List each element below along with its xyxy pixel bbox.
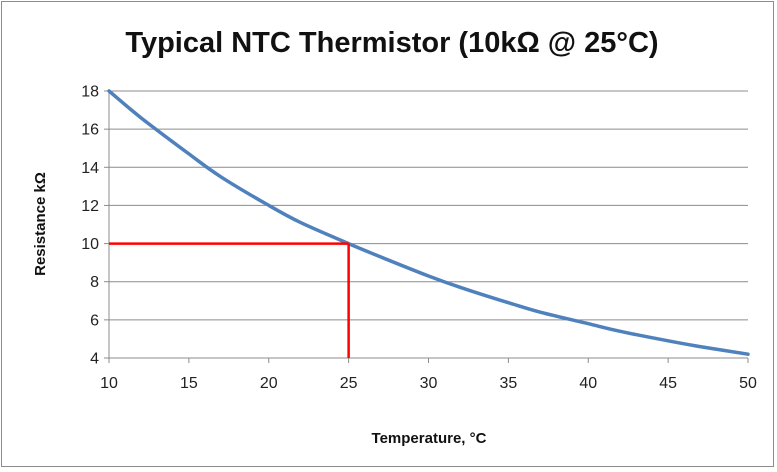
x-tick-label-15: 15 xyxy=(180,375,198,392)
x-tick-label-35: 35 xyxy=(499,375,517,392)
x-tick-label-10: 10 xyxy=(100,375,118,392)
x-tick-label-50: 50 xyxy=(739,375,757,392)
x-tick-label-20: 20 xyxy=(260,375,278,392)
y-tick-label-4: 4 xyxy=(90,351,99,368)
x-tick-labels: 10 15 20 25 30 35 40 45 50 xyxy=(100,375,757,392)
axes xyxy=(104,90,749,363)
x-tick-label-40: 40 xyxy=(579,375,597,392)
x-tick-label-30: 30 xyxy=(420,375,438,392)
series-line-0 xyxy=(107,89,750,356)
series-group xyxy=(107,89,750,356)
y-tick-label-14: 14 xyxy=(81,160,99,177)
x-tick-label-45: 45 xyxy=(659,375,677,392)
y-tick-label-16: 16 xyxy=(81,122,99,139)
y-tick-label-12: 12 xyxy=(81,198,99,215)
gridlines xyxy=(109,90,748,321)
y-tick-label-6: 6 xyxy=(90,312,99,329)
y-tick-label-8: 8 xyxy=(90,274,99,291)
reference-lines xyxy=(109,242,350,358)
x-axis-title: Temperature, °C xyxy=(372,430,487,447)
y-tick-labels: 4 6 8 10 12 14 16 18 xyxy=(81,84,99,368)
x-tick-label-25: 25 xyxy=(340,375,358,392)
y-tick-label-10: 10 xyxy=(81,236,99,253)
y-tick-label-18: 18 xyxy=(81,84,99,101)
y-axis-title: Resistance kΩ xyxy=(32,172,49,276)
chart-title: Typical NTC Thermistor (10kΩ @ 25°C) xyxy=(125,27,658,59)
